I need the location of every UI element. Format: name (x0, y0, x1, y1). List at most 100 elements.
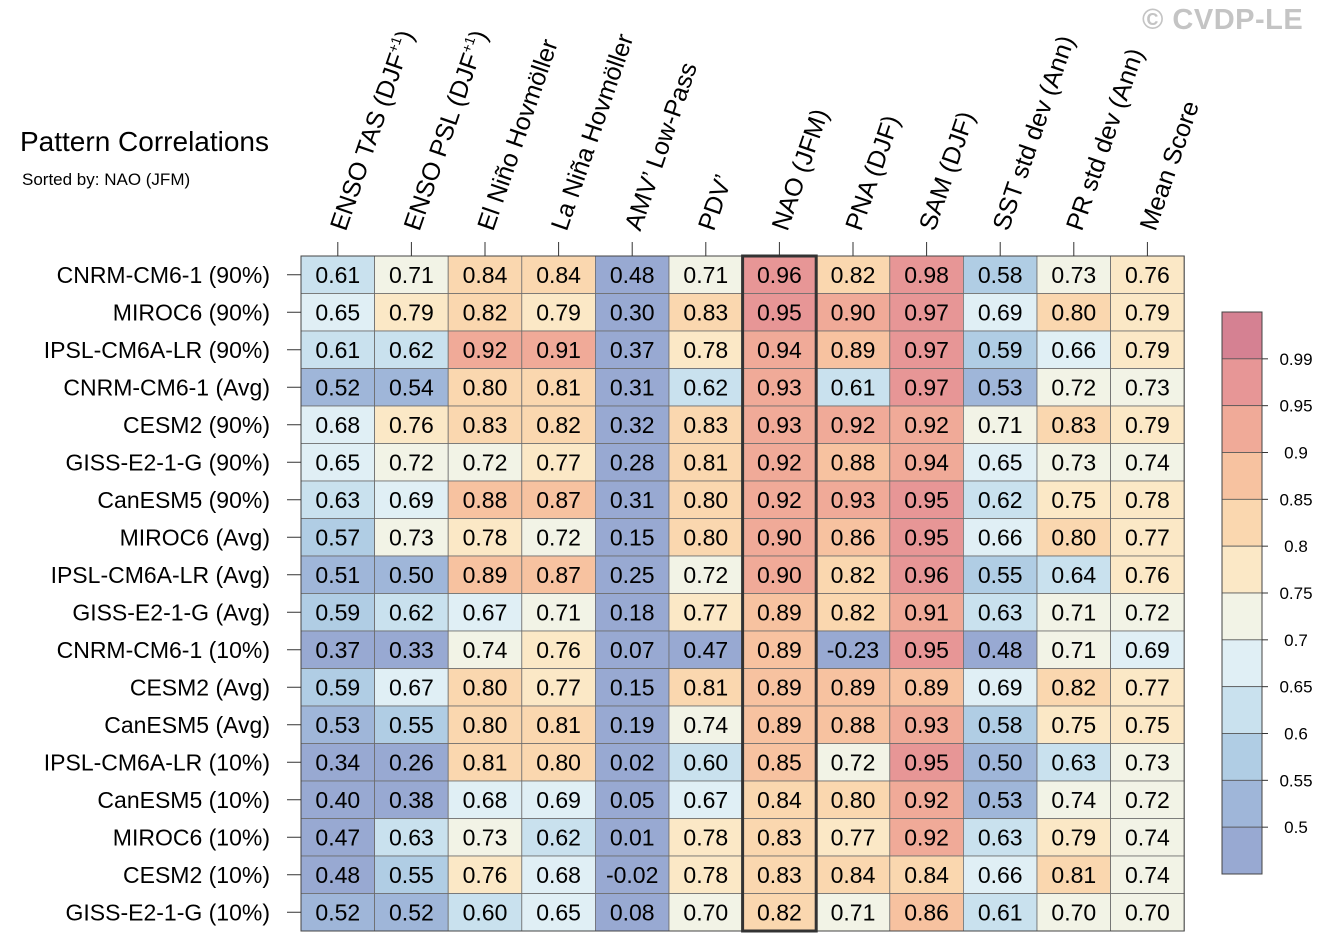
cell-value: 0.92 (831, 412, 876, 438)
cell-value: 0.62 (389, 599, 434, 625)
heatmap-cell (447, 855, 523, 894)
heatmap-cell (447, 518, 523, 557)
heatmap-cell (889, 368, 964, 407)
colorbar: 0.99 0.95 0.9 0.85 0.8 0.75 0.7 0.65 0.6 0.55 0.5 (1221, 311, 1313, 875)
cell-value: 0.95 (904, 487, 949, 513)
cell-value: 0.62 (978, 487, 1023, 513)
cell-value: 0.64 (1051, 562, 1096, 588)
cell-value: 0.53 (315, 712, 360, 738)
cell-value: 0.78 (1125, 487, 1170, 513)
row-label: MIROC6 (10%) (113, 824, 270, 850)
heatmap-cell (447, 293, 523, 332)
cell-value: 0.93 (757, 412, 802, 438)
heatmap-cell (1036, 705, 1111, 744)
cell-value: 0.31 (610, 487, 655, 513)
watermark: © CVDP-LE (1142, 4, 1304, 36)
cell-value: 0.47 (315, 824, 360, 850)
heatmap-cell (889, 443, 964, 482)
cell-value: 0.70 (683, 899, 728, 925)
heatmap-cell (521, 405, 596, 444)
colorbar-label: 0.75 (1279, 584, 1312, 603)
cell-value: 0.82 (831, 599, 876, 625)
cell-value: 0.59 (315, 674, 360, 700)
cell-value: 0.76 (389, 412, 434, 438)
heatmap-cell (595, 593, 670, 632)
cell-value: 0.48 (315, 862, 360, 888)
cell-value: 0.59 (315, 599, 360, 625)
cell-value: 0.68 (315, 412, 360, 438)
chart-title: Pattern Correlations (20, 126, 270, 157)
cell-value: 0.72 (463, 449, 508, 475)
cell-value: 0.62 (683, 374, 728, 400)
cell-value: 0.02 (610, 749, 655, 775)
heatmap-cell (668, 368, 743, 407)
heatmap-cell (521, 293, 596, 332)
cell-value: 0.84 (757, 787, 802, 813)
cell-value: 0.90 (757, 524, 802, 550)
cell-value: 0.15 (610, 524, 655, 550)
cell-value: 0.59 (978, 337, 1023, 363)
heatmap-cell (374, 555, 449, 594)
cell-value: 0.68 (536, 862, 581, 888)
cell-value: 0.61 (831, 374, 876, 400)
cell-value: 0.92 (904, 412, 949, 438)
cell-value: 0.86 (831, 524, 876, 550)
heatmap-cell (300, 330, 375, 369)
cell-value: 0.88 (831, 712, 876, 738)
heatmap-cell (963, 743, 1038, 782)
heatmap-cell (447, 893, 523, 932)
heatmap-cell (1036, 255, 1111, 294)
heatmap-cell (1036, 743, 1111, 782)
heatmap-cell (374, 893, 449, 932)
cell-value: 0.92 (757, 487, 802, 513)
heatmap-cell (1036, 593, 1111, 632)
cell-value: 0.91 (536, 337, 581, 363)
colorbar-label: 0.8 (1284, 537, 1308, 556)
heatmap-cell (815, 480, 891, 519)
cell-value: 0.80 (683, 524, 728, 550)
heatmap-cell (595, 668, 670, 707)
heatmap-cell (815, 293, 891, 332)
column-label: El Niño Hovmöller (472, 36, 564, 234)
cell-value: 0.52 (315, 374, 360, 400)
heatmap-cell (595, 555, 670, 594)
heatmap-cell (521, 743, 596, 782)
heatmap-cell (374, 630, 449, 669)
cell-value: 0.78 (463, 524, 508, 550)
heatmap-cell (668, 405, 743, 444)
cell-value: 0.77 (1125, 674, 1170, 700)
cell-value: 0.81 (536, 712, 581, 738)
cell-value: 0.38 (389, 787, 434, 813)
cell-value: 0.92 (757, 449, 802, 475)
cell-value: 0.87 (536, 562, 581, 588)
cell-value: 0.15 (610, 674, 655, 700)
row-label: CESM2 (90%) (123, 412, 270, 438)
heatmap-cell (815, 330, 891, 369)
cell-value: 0.82 (831, 262, 876, 288)
cell-value: 0.83 (757, 862, 802, 888)
colorbar-label: 0.65 (1279, 678, 1312, 697)
cell-value: 0.31 (610, 374, 655, 400)
heatmap-cell (521, 368, 596, 407)
colorbar-segment (1221, 452, 1263, 500)
cell-value: 0.73 (389, 524, 434, 550)
heatmap-cell (521, 518, 596, 557)
row-label: IPSL-CM6A-LR (90%) (44, 337, 270, 363)
cell-value: 0.77 (683, 599, 728, 625)
cell-value: 0.28 (610, 449, 655, 475)
cell-value: -0.02 (606, 862, 658, 888)
heatmap-cell (1110, 630, 1185, 669)
cell-value: 0.80 (1051, 524, 1096, 550)
heatmap-cell (595, 630, 670, 669)
heatmap-cell (742, 405, 817, 444)
cell-value: 0.78 (683, 337, 728, 363)
cell-value: 0.85 (757, 749, 802, 775)
heatmap-cell (963, 855, 1038, 894)
row-label: CanESM5 (Avg) (104, 712, 270, 738)
cell-value: 0.75 (1051, 487, 1096, 513)
heatmap-cell (963, 368, 1038, 407)
heatmap-cell (300, 705, 375, 744)
cell-value: 0.89 (463, 562, 508, 588)
cell-value: 0.80 (463, 712, 508, 738)
heatmap-cell (668, 743, 743, 782)
